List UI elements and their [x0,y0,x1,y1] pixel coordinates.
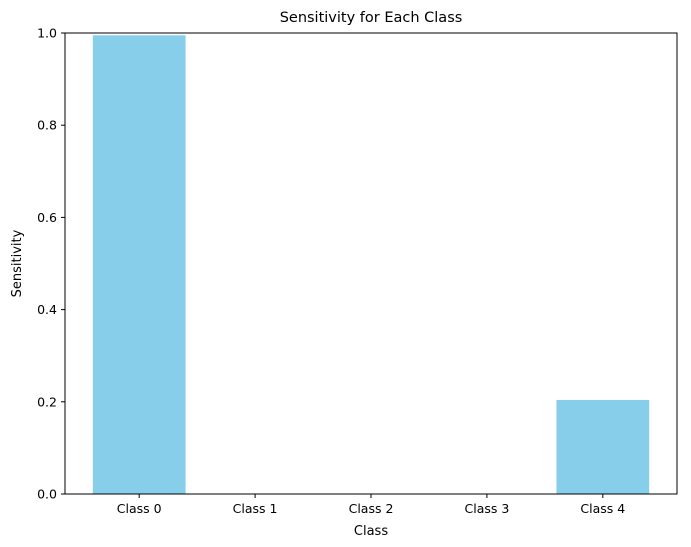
y-tick-label: 0.8 [37,118,57,133]
x-tick-label: Class 2 [349,501,394,516]
bar-class-4 [556,399,650,494]
bar-class-0 [92,35,186,495]
y-axis: 0.0 0.2 0.4 0.6 0.8 1.0 [37,26,65,502]
chart-title: Sensitivity for Each Class [280,10,463,26]
x-axis: Class 0 Class 1 Class 2 Class 3 Class 4 [117,494,625,516]
y-tick-label: 0.2 [37,394,57,409]
x-axis-label: Class [354,524,388,539]
y-tick-label: 0.6 [37,210,57,225]
x-tick-label: Class 0 [117,501,162,516]
y-tick-label: 0.4 [37,302,57,317]
x-tick-label: Class 1 [233,501,278,516]
x-tick-label: Class 3 [465,501,510,516]
y-tick-label: 1.0 [37,26,57,41]
bars-group [92,35,650,495]
y-axis-label: Sensitivity [10,229,25,297]
y-tick-label: 0.0 [37,487,57,502]
x-tick-label: Class 4 [580,501,625,516]
